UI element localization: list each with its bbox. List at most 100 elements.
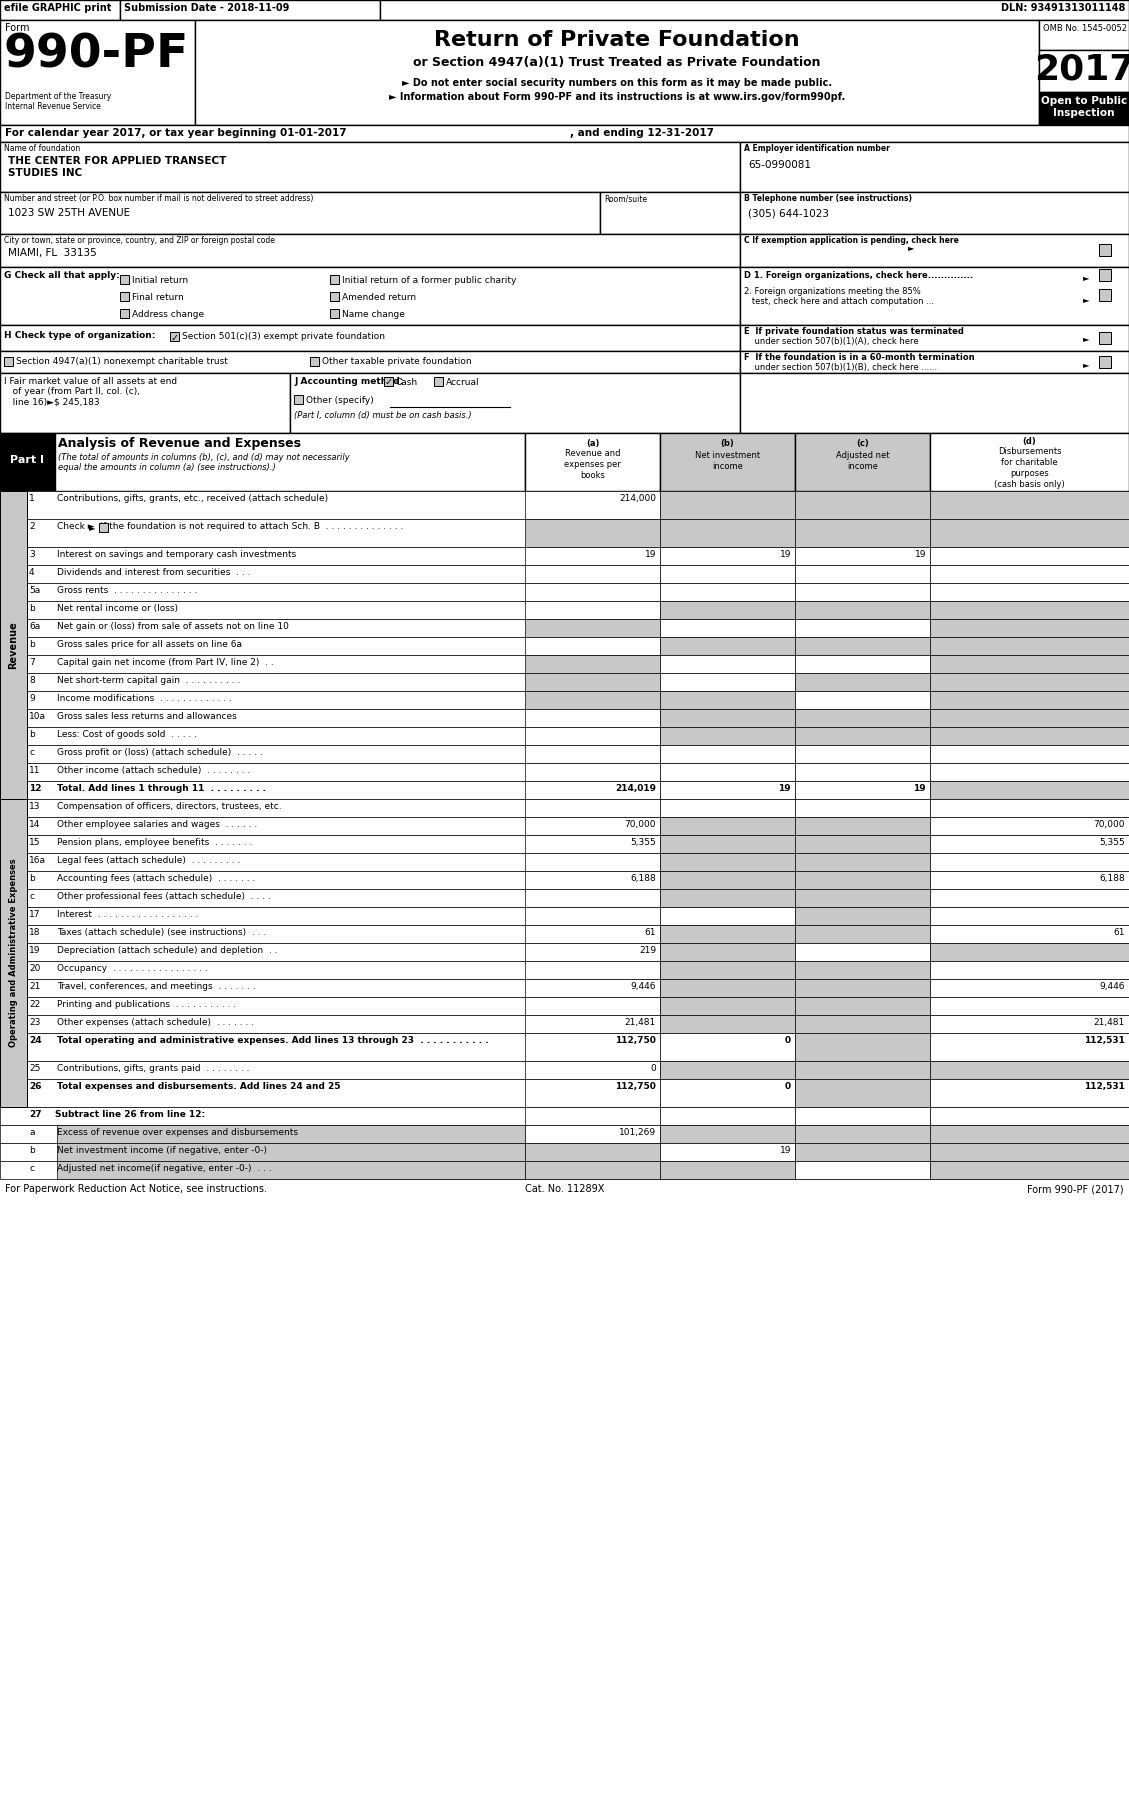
Bar (930, 852, 1129, 872)
Bar (0, 1143, 1129, 1161)
Text: (d): (d) (1023, 438, 1036, 447)
Bar (525, 852, 660, 872)
Bar (0, 233, 739, 267)
Text: Cash: Cash (396, 379, 418, 388)
Text: 112,531: 112,531 (1084, 1082, 1124, 1091)
Text: Amended return: Amended return (342, 292, 417, 301)
Text: Part I: Part I (10, 456, 44, 465)
Text: or Section 4947(a)(1) Trust Treated as Private Foundation: or Section 4947(a)(1) Trust Treated as P… (413, 56, 821, 68)
Bar (310, 357, 320, 366)
Text: 21: 21 (29, 981, 41, 990)
Bar (0, 352, 739, 373)
Text: 0: 0 (785, 1035, 791, 1044)
Bar (0, 565, 1129, 583)
Bar (660, 872, 795, 890)
Text: 5a: 5a (29, 587, 41, 596)
Bar (0, 1078, 1129, 1107)
Text: 16a: 16a (29, 856, 46, 865)
Bar (0, 432, 55, 492)
Bar (660, 691, 795, 709)
Text: Gross profit or (loss) (attach schedule)  . . . . .: Gross profit or (loss) (attach schedule)… (56, 748, 263, 757)
Bar (0, 267, 739, 325)
Text: Other (specify): Other (specify) (306, 396, 374, 405)
Bar (0, 852, 1129, 872)
Bar (795, 1125, 930, 1143)
Text: City or town, state or province, country, and ZIP or foreign postal code: City or town, state or province, country… (5, 237, 274, 246)
Bar (930, 547, 1129, 565)
Text: Form 990-PF (2017): Form 990-PF (2017) (1027, 1184, 1124, 1195)
Bar (660, 780, 795, 798)
Bar (795, 709, 930, 727)
Text: For Paperwork Reduction Act Notice, see instructions.: For Paperwork Reduction Act Notice, see … (5, 1184, 266, 1195)
Text: 65-0990081: 65-0990081 (749, 160, 811, 170)
Bar (1039, 91, 1129, 126)
Bar (930, 816, 1129, 834)
Text: Occupancy  . . . . . . . . . . . . . . . . .: Occupancy . . . . . . . . . . . . . . . … (56, 963, 208, 972)
Bar (930, 745, 1129, 762)
Text: Pension plans, employee benefits  . . . . . . .: Pension plans, employee benefits . . . .… (56, 838, 253, 847)
Text: Total. Add lines 1 through 11  . . . . . . . . .: Total. Add lines 1 through 11 . . . . . … (56, 784, 266, 793)
Text: Contributions, gifts, grants paid  . . . . . . . .: Contributions, gifts, grants paid . . . … (56, 1064, 250, 1073)
Text: F  If the foundation is in a 60-month termination: F If the foundation is in a 60-month ter… (744, 353, 974, 362)
Text: Compensation of officers, directors, trustees, etc.: Compensation of officers, directors, tru… (56, 802, 281, 811)
Bar (330, 274, 339, 283)
Text: Gross sales less returns and allowances: Gross sales less returns and allowances (56, 712, 237, 721)
Bar (739, 325, 1129, 352)
Text: 7: 7 (29, 658, 35, 667)
Text: Return of Private Foundation: Return of Private Foundation (435, 30, 799, 50)
Bar (0, 0, 1129, 20)
Bar (795, 926, 930, 944)
Bar (0, 762, 1129, 780)
Text: 26: 26 (29, 1082, 42, 1091)
Text: under section 507(b)(1)(B), check here ......: under section 507(b)(1)(B), check here .… (744, 362, 937, 371)
Text: 1023 SW 25TH AVENUE: 1023 SW 25TH AVENUE (8, 208, 130, 219)
Bar (0, 583, 1129, 601)
Text: 21,481: 21,481 (1094, 1017, 1124, 1026)
Bar (525, 673, 660, 691)
Text: (a): (a) (586, 440, 599, 448)
Text: b: b (29, 874, 35, 883)
Bar (660, 619, 795, 637)
Bar (930, 762, 1129, 780)
Bar (795, 816, 930, 834)
Bar (0, 727, 1129, 745)
Text: Legal fees (attach schedule)  . . . . . . . . .: Legal fees (attach schedule) . . . . . .… (56, 856, 240, 865)
Text: Total expenses and disbursements. Add lines 24 and 25: Total expenses and disbursements. Add li… (56, 1082, 341, 1091)
Bar (930, 655, 1129, 673)
Bar (0, 890, 1129, 908)
Bar (795, 944, 930, 962)
Bar (795, 727, 930, 745)
Text: 112,750: 112,750 (615, 1035, 656, 1044)
Text: , and ending 12-31-2017: , and ending 12-31-2017 (570, 127, 714, 138)
Text: 15: 15 (29, 838, 41, 847)
Text: Open to Public
Inspection: Open to Public Inspection (1041, 97, 1127, 118)
Bar (795, 780, 930, 798)
Text: c: c (29, 892, 34, 901)
Text: Cat. No. 11289X: Cat. No. 11289X (525, 1184, 604, 1195)
Bar (795, 872, 930, 890)
Bar (930, 1125, 1129, 1143)
Bar (660, 601, 795, 619)
Text: Other taxable private foundation: Other taxable private foundation (322, 357, 472, 366)
Bar (930, 601, 1129, 619)
Bar (330, 309, 339, 318)
Bar (0, 798, 1129, 816)
Text: 19: 19 (779, 1146, 791, 1155)
Text: 1: 1 (29, 493, 35, 502)
Bar (660, 944, 795, 962)
Bar (930, 691, 1129, 709)
Bar (660, 492, 795, 518)
Bar (1039, 20, 1129, 50)
Text: ► Information about Form 990-PF and its instructions is at www.irs.gov/form990pf: ► Information about Form 990-PF and its … (388, 91, 846, 102)
Bar (795, 583, 930, 601)
Text: 9,446: 9,446 (630, 981, 656, 990)
Bar (0, 673, 1129, 691)
Bar (0, 908, 1129, 926)
Bar (0, 691, 1129, 709)
Text: J Accounting method:: J Accounting method: (294, 377, 403, 386)
Text: Adjusted net income(if negative, enter -0-)  . . .: Adjusted net income(if negative, enter -… (56, 1164, 272, 1173)
Bar (660, 432, 795, 492)
Text: 219: 219 (639, 945, 656, 954)
Text: Number and street (or P.O. box number if mail is not delivered to street address: Number and street (or P.O. box number if… (5, 194, 314, 203)
Text: 23: 23 (29, 1017, 41, 1026)
